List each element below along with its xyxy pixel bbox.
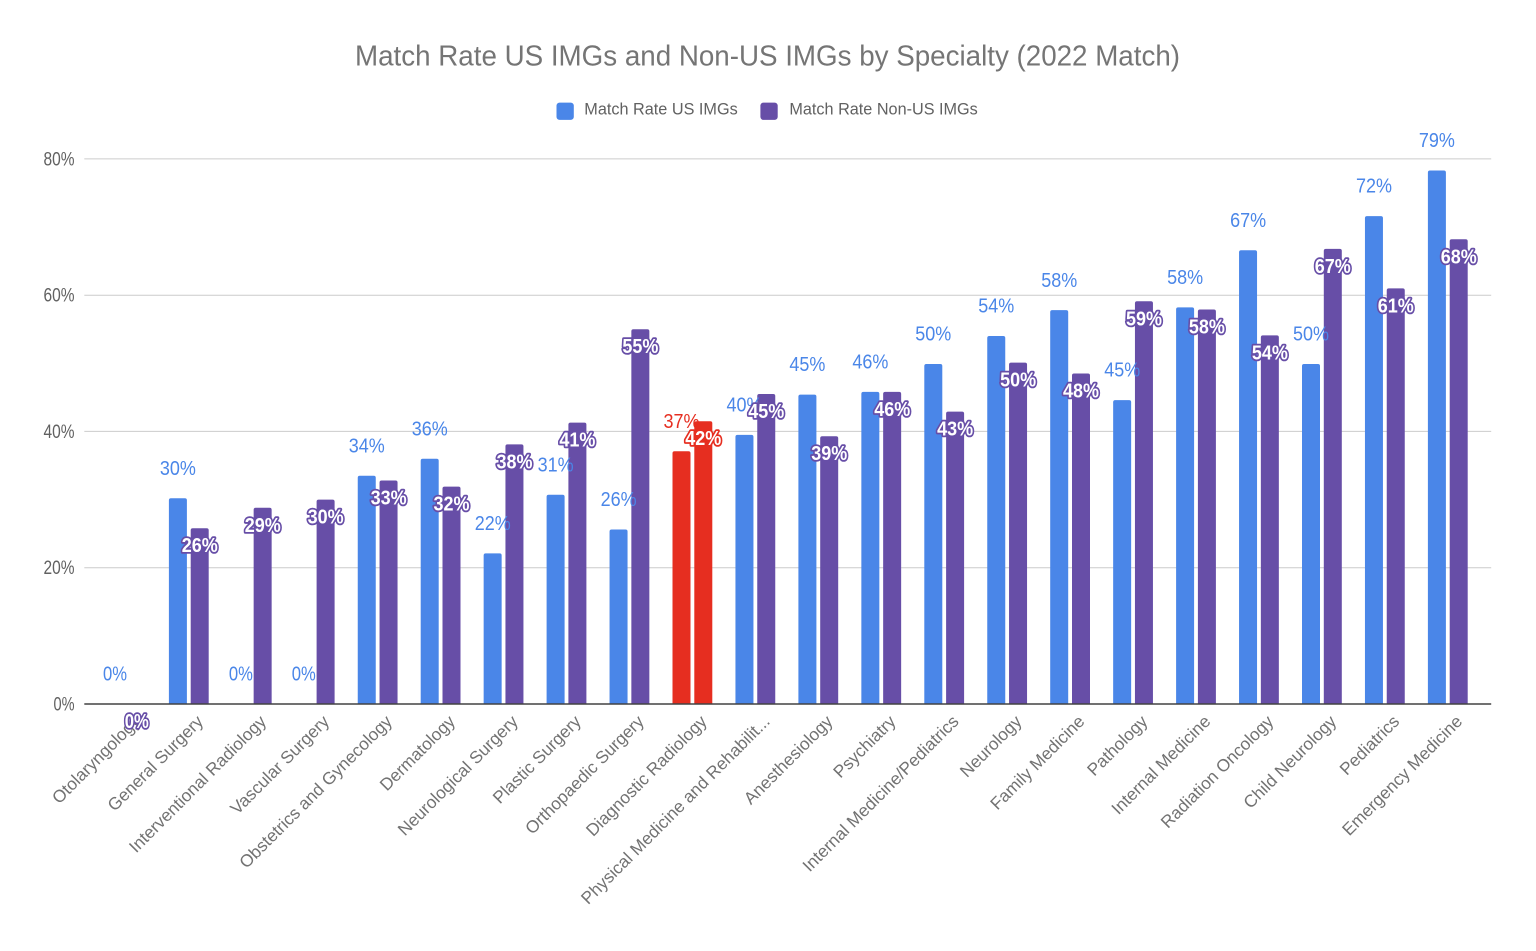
svg-text:54%: 54%: [978, 296, 1014, 318]
svg-text:46%: 46%: [874, 399, 910, 421]
svg-text:61%: 61%: [1378, 295, 1414, 317]
svg-text:26%: 26%: [182, 535, 218, 557]
svg-text:79%: 79%: [1419, 130, 1455, 152]
svg-text:Match Rate US IMGs and Non-US: Match Rate US IMGs and Non-US IMGs by Sp…: [355, 41, 1180, 73]
svg-text:60%: 60%: [44, 286, 75, 307]
svg-text:67%: 67%: [1315, 256, 1351, 278]
svg-text:46%: 46%: [852, 352, 888, 374]
svg-text:30%: 30%: [160, 458, 196, 480]
svg-text:45%: 45%: [1104, 360, 1140, 382]
svg-text:58%: 58%: [1189, 317, 1225, 339]
svg-text:40%: 40%: [727, 394, 763, 416]
svg-text:0%: 0%: [54, 694, 75, 715]
svg-text:67%: 67%: [1230, 210, 1266, 232]
svg-text:29%: 29%: [245, 515, 281, 537]
svg-text:33%: 33%: [371, 488, 407, 510]
svg-text:30%: 30%: [308, 507, 344, 529]
svg-text:39%: 39%: [811, 443, 847, 465]
svg-text:48%: 48%: [1063, 381, 1099, 403]
svg-text:50%: 50%: [1293, 324, 1329, 346]
svg-text:0%: 0%: [103, 664, 127, 686]
svg-text:59%: 59%: [1126, 308, 1162, 330]
svg-text:36%: 36%: [412, 418, 448, 440]
svg-text:41%: 41%: [559, 430, 595, 452]
svg-text:58%: 58%: [1041, 270, 1077, 292]
svg-text:34%: 34%: [349, 435, 385, 457]
svg-text:68%: 68%: [1441, 246, 1477, 268]
svg-text:58%: 58%: [1167, 267, 1203, 289]
svg-text:72%: 72%: [1356, 176, 1392, 198]
svg-text:37%: 37%: [664, 411, 700, 433]
svg-text:54%: 54%: [1252, 342, 1288, 364]
svg-text:22%: 22%: [475, 513, 511, 535]
svg-text:40%: 40%: [44, 422, 75, 443]
svg-text:0%: 0%: [125, 711, 149, 733]
svg-text:42%: 42%: [685, 428, 721, 450]
svg-text:43%: 43%: [937, 419, 973, 441]
svg-text:20%: 20%: [44, 558, 75, 579]
svg-text:45%: 45%: [748, 401, 784, 423]
svg-text:45%: 45%: [789, 354, 825, 376]
svg-text:38%: 38%: [497, 451, 533, 473]
svg-text:31%: 31%: [538, 454, 574, 476]
svg-text:50%: 50%: [1000, 370, 1036, 392]
svg-text:Match Rate US IMGs: Match Rate US IMGs: [584, 101, 737, 119]
svg-text:32%: 32%: [434, 494, 470, 516]
svg-text:26%: 26%: [601, 489, 637, 511]
svg-text:80%: 80%: [44, 149, 75, 170]
svg-text:0%: 0%: [229, 664, 253, 686]
svg-text:55%: 55%: [622, 336, 658, 358]
svg-text:Match Rate Non-US IMGs: Match Rate Non-US IMGs: [789, 101, 977, 119]
svg-text:50%: 50%: [915, 324, 951, 346]
svg-text:0%: 0%: [292, 664, 316, 686]
